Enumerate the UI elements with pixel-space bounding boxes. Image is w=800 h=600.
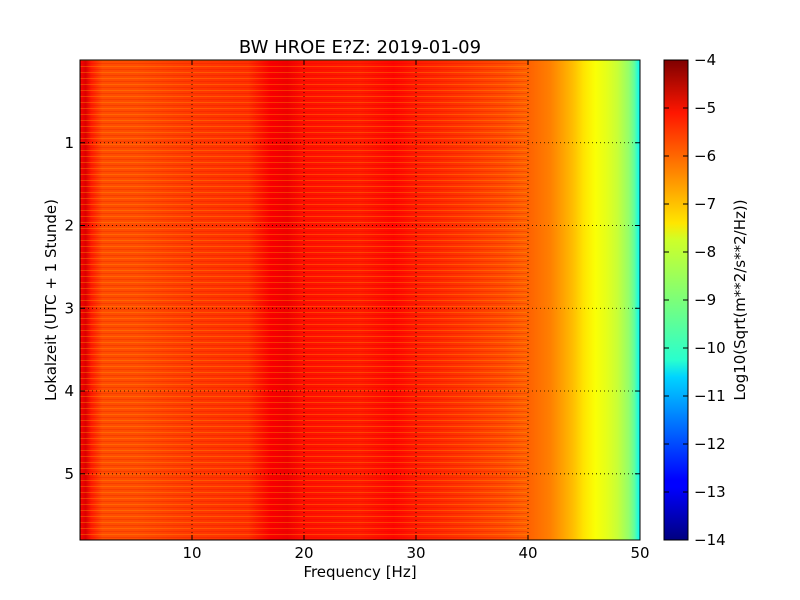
colorbar-tick-label: −7 — [694, 195, 716, 213]
y-axis: 1 2 3 4 5 — [64, 134, 640, 483]
colorbar-label: Log10(Sqrt(m**2/s**2/Hz)) — [731, 199, 749, 400]
y-axis-label: Lokalzeit (UTC + 1 Stunde) — [42, 199, 60, 401]
x-tick-label: 30 — [406, 544, 425, 562]
colorbar-tick-label: −9 — [694, 291, 716, 309]
x-tick-label: 50 — [630, 544, 649, 562]
colorbar: −4 −5 −6 −7 −8 −9 −10 −11 −12 −13 −14 Log10(Sqrt(m… — [663, 51, 749, 549]
x-tick-label: 40 — [518, 544, 537, 562]
colorbar-tick-label: −4 — [694, 51, 716, 69]
chart-title: BW HROE E?Z: 2019-01-09 — [239, 37, 481, 58]
y-tick-label: 2 — [64, 217, 74, 235]
x-axis: 10 20 30 40 50 — [182, 60, 650, 562]
colorbar-tick-label: −10 — [694, 339, 726, 357]
plot-frame — [79, 59, 641, 541]
colorbar-tick-label: −14 — [694, 531, 726, 549]
colorbar-ticks: −4 −5 −6 −7 −8 −9 −10 −11 −12 −13 −14 — [664, 51, 726, 549]
y-tick-label: 1 — [64, 134, 74, 152]
y-tick-label: 3 — [64, 299, 74, 317]
y-tick-label: 4 — [64, 382, 74, 400]
plot-area — [79, 59, 641, 541]
x-axis-label: Frequency [Hz] — [303, 563, 416, 581]
colorbar-tick-label: −13 — [694, 483, 726, 501]
y-tick-label: 5 — [64, 465, 74, 483]
colorbar-tick-label: −6 — [694, 147, 716, 165]
grid-lines — [80, 60, 640, 540]
colorbar-tick-label: −12 — [694, 435, 726, 453]
colorbar-tick-label: −11 — [694, 387, 726, 405]
colorbar-tick-label: −8 — [694, 243, 716, 261]
colorbar-tick-label: −5 — [694, 99, 716, 117]
x-tick-label: 20 — [294, 544, 313, 562]
x-tick-label: 10 — [182, 544, 201, 562]
